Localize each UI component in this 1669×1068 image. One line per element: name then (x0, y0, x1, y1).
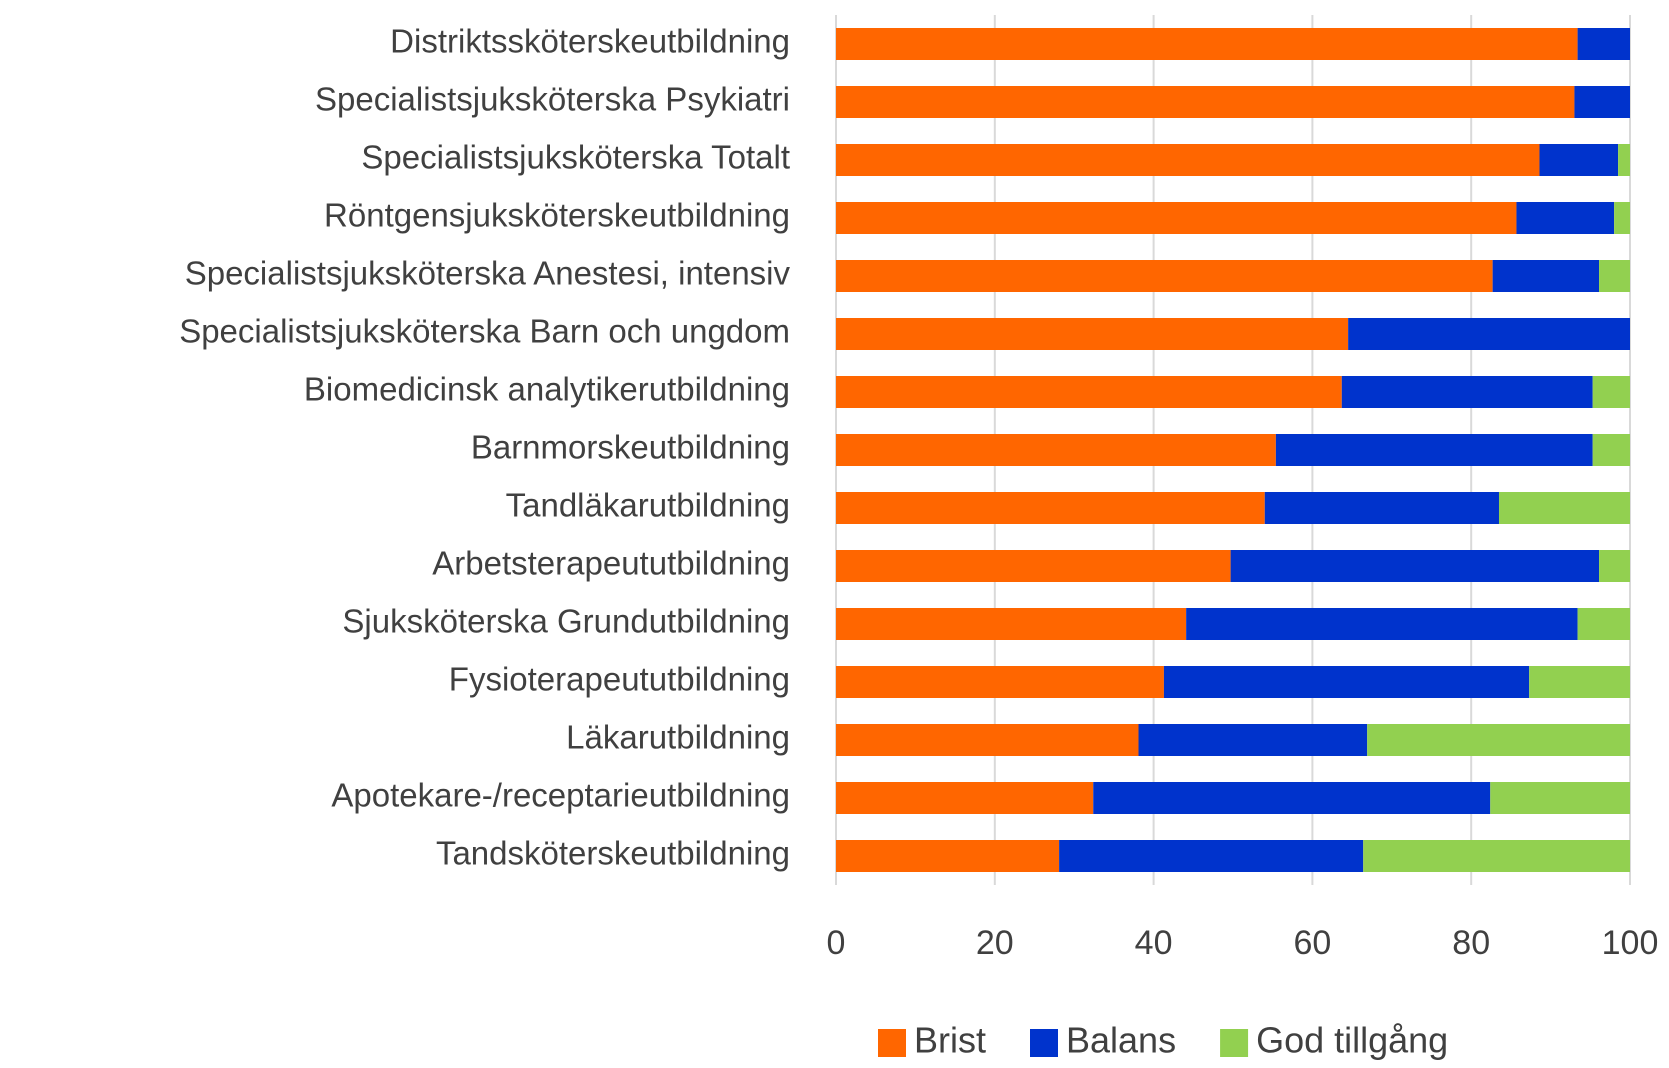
y-tick-label: Röntgensjuksköterskeutbildning (324, 197, 790, 234)
bar-segment (836, 434, 1276, 466)
bar-segment (836, 376, 1342, 408)
x-tick-label: 80 (1452, 924, 1490, 962)
y-tick-label: Fysioterapeututbildning (449, 661, 790, 698)
bar-segment (1539, 144, 1619, 176)
bar-segment (836, 144, 1540, 176)
y-tick-label: Specialistsjuksköterska Barn och ungdom (179, 313, 790, 350)
y-tick-label: Sjuksköterska Grundutbildning (342, 603, 790, 640)
bar-segment (836, 86, 1575, 118)
x-tick-label: 60 (1293, 924, 1331, 962)
y-tick-label: Tandläkarutbildning (506, 487, 790, 524)
legend-swatch (1220, 1029, 1249, 1057)
x-tick-label: 100 (1602, 924, 1659, 962)
bar-segment (836, 492, 1265, 524)
bar-segment (836, 608, 1187, 640)
x-tick-label: 0 (827, 924, 846, 962)
bar-segment (1574, 86, 1630, 118)
bar-segment (1059, 840, 1364, 872)
bar-segment (836, 260, 1493, 292)
y-tick-label: Tandsköterskeutbildning (436, 835, 790, 872)
bar-segment (836, 202, 1517, 234)
bar-segment (1093, 782, 1491, 814)
bar-segment (836, 840, 1060, 872)
bar-segment (836, 28, 1578, 60)
bar-segment (1592, 434, 1630, 466)
bar-segment (1275, 434, 1593, 466)
bar-segment (1618, 144, 1630, 176)
bar-segment (1348, 318, 1630, 350)
bar-segment (1498, 492, 1630, 524)
bar-segment (1363, 840, 1630, 872)
y-tick-label: Arbetsterapeututbildning (432, 545, 790, 582)
y-tick-label: Apotekare-/receptarieutbildning (331, 777, 790, 814)
bar-segment (836, 666, 1164, 698)
bar-segment (1592, 376, 1630, 408)
bar-segment (1163, 666, 1530, 698)
bar-segment (1599, 260, 1630, 292)
y-tick-label: Specialistsjuksköterska Anestesi, intens… (185, 255, 791, 292)
legend-swatch (878, 1029, 906, 1057)
y-tick-label: Biomedicinsk analytikerutbildning (304, 371, 790, 408)
bar-segment (1599, 550, 1630, 582)
bar-segment (836, 318, 1349, 350)
y-tick-label: Specialistsjuksköterska Totalt (361, 139, 790, 176)
legend-label: God tillgång (1256, 1020, 1448, 1061)
y-tick-label: Distriktssköterskeutbildning (390, 23, 790, 60)
bar-segment (1367, 724, 1630, 756)
bar-segment (1264, 492, 1499, 524)
bar-segment (836, 550, 1231, 582)
bar-segment (1516, 202, 1615, 234)
legend-label: Balans (1066, 1020, 1176, 1061)
bar-segment (1577, 28, 1630, 60)
legend-swatch (1030, 1029, 1058, 1057)
bar-segment (1186, 608, 1578, 640)
bar-segment (1230, 550, 1600, 582)
bar-segment (1529, 666, 1630, 698)
bar-segment (1492, 260, 1600, 292)
y-tick-label: Specialistsjuksköterska Psykiatri (315, 81, 790, 118)
bar-segment (836, 782, 1094, 814)
x-tick-label: 40 (1135, 924, 1173, 962)
y-tick-label: Läkarutbildning (566, 719, 790, 756)
bar-segment (1490, 782, 1630, 814)
legend-label: Brist (914, 1020, 986, 1061)
bar-segment (1341, 376, 1593, 408)
bar-segment (836, 724, 1139, 756)
bar-segment (1577, 608, 1630, 640)
bar-segment (1138, 724, 1368, 756)
x-tick-label: 20 (976, 924, 1014, 962)
bar-segment (1614, 202, 1630, 234)
y-tick-label: Barnmorskeutbildning (471, 429, 790, 466)
